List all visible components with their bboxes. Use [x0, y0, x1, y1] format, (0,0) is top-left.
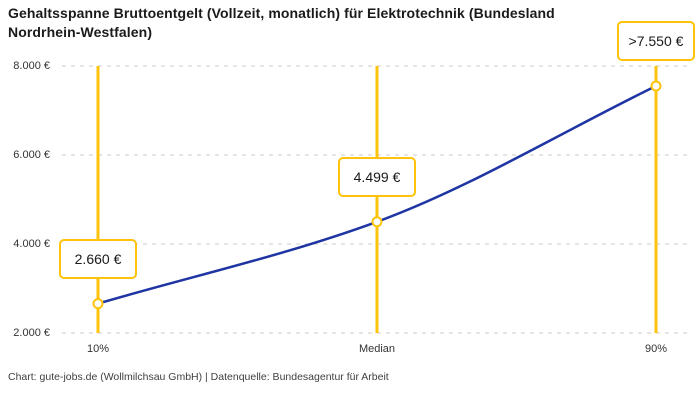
value-label-box: 4.499 €: [338, 156, 416, 197]
x-axis-tick-label: 90%: [644, 343, 668, 355]
data-point-marker: [650, 80, 662, 92]
data-point-marker: [92, 298, 104, 310]
y-axis-tick-label: 2.000 €: [13, 327, 50, 339]
data-point-marker: [371, 216, 383, 228]
y-axis-tick-label: 8.000 €: [13, 60, 50, 72]
chart-title: Gehaltsspanne Bruttoentgelt (Vollzeit, m…: [8, 5, 555, 41]
x-axis-tick-label: Median: [358, 343, 396, 355]
y-axis-tick-label: 6.000 €: [13, 149, 50, 161]
y-axis-tick-label: 4.000 €: [13, 238, 50, 250]
x-axis-tick-label: 10%: [86, 343, 110, 355]
value-label-box: >7.550 €: [617, 21, 695, 62]
value-label-box: 2.660 €: [59, 238, 137, 279]
chart-attribution: Chart: gute-jobs.de (Wollmilchsau GmbH) …: [8, 371, 389, 383]
